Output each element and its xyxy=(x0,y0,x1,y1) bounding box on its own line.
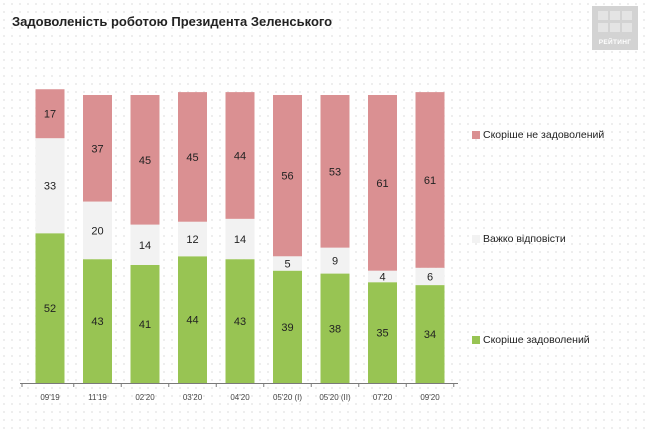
bar-segment-satisfied xyxy=(415,285,445,383)
legend-label-hard-to-say: Важко відповісти xyxy=(483,233,566,245)
rating-logo: РЕЙТИНГ xyxy=(592,6,638,50)
bar-segment-not-satisfied xyxy=(83,95,112,202)
data-label-hard-to-say: 14 xyxy=(139,240,151,252)
bar-segment-satisfied xyxy=(320,273,350,383)
bar-segment-satisfied xyxy=(83,259,112,383)
bar-segment-satisfied xyxy=(273,270,302,383)
bar-segment-not-satisfied xyxy=(35,89,65,139)
bar-segment-hard-to-say xyxy=(83,201,112,260)
data-label-satisfied: 34 xyxy=(424,329,436,341)
bar-segment-not-satisfied xyxy=(368,95,397,271)
data-label-hard-to-say: 14 xyxy=(234,234,246,246)
bar-segment-hard-to-say xyxy=(130,224,160,265)
bar-segment-hard-to-say xyxy=(368,270,397,283)
x-tick-label: 09'20 xyxy=(420,393,440,402)
data-label-not-satisfied: 37 xyxy=(91,143,103,155)
data-label-hard-to-say: 20 xyxy=(91,225,103,237)
x-tick-label: 04'20 xyxy=(230,393,250,402)
bar-segment-satisfied xyxy=(130,264,160,383)
chart-title: Задоволеність роботою Президента Зеленсь… xyxy=(12,14,333,29)
data-label-not-satisfied: 61 xyxy=(376,178,388,190)
legend-swatch-satisfied xyxy=(472,335,480,344)
data-label-satisfied: 43 xyxy=(234,316,246,328)
data-label-not-satisfied: 44 xyxy=(234,150,246,162)
x-tick-label: 07'20 xyxy=(373,393,393,402)
bar-segment-not-satisfied xyxy=(178,92,207,222)
legend-item-not-satisfied: Скоріше не задоволений xyxy=(472,129,604,141)
logo-text: РЕЙТИНГ xyxy=(598,39,632,46)
data-label-hard-to-say: 9 xyxy=(332,256,338,268)
logo-square xyxy=(598,11,608,20)
data-label-not-satisfied: 56 xyxy=(281,171,293,183)
logo-square xyxy=(610,11,620,20)
logo-square xyxy=(598,23,608,32)
bar-segment-hard-to-say xyxy=(273,256,302,271)
bar-segment-satisfied xyxy=(225,259,255,383)
x-tick-label: 02'20 xyxy=(135,393,155,402)
bar-segment-satisfied xyxy=(178,256,207,383)
data-label-not-satisfied: 45 xyxy=(139,155,151,167)
bar-segment-not-satisfied xyxy=(273,95,302,257)
data-label-hard-to-say: 5 xyxy=(284,258,290,270)
data-label-satisfied: 39 xyxy=(281,322,293,334)
data-label-hard-to-say: 12 xyxy=(186,234,198,246)
data-label-satisfied: 52 xyxy=(44,303,56,315)
data-label-satisfied: 35 xyxy=(376,328,388,340)
bar-segment-hard-to-say xyxy=(320,247,350,274)
logo-square xyxy=(622,11,632,20)
data-label-not-satisfied: 53 xyxy=(329,166,341,178)
bar-segment-not-satisfied xyxy=(225,92,255,219)
data-label-not-satisfied: 45 xyxy=(186,152,198,164)
logo-square xyxy=(610,23,620,32)
data-label-hard-to-say: 6 xyxy=(427,271,433,283)
data-label-satisfied: 44 xyxy=(186,315,198,327)
legend-label-satisfied: Скоріше задоволений xyxy=(483,334,590,346)
x-tick-label: 05'20 (II) xyxy=(319,393,351,402)
bar-segment-hard-to-say xyxy=(178,221,207,257)
logo-square xyxy=(622,23,632,32)
bar-segment-hard-to-say xyxy=(35,138,65,234)
legend-item-hard-to-say: Важко відповісти xyxy=(472,233,566,245)
legend-label-not-satisfied: Скоріше не задоволений xyxy=(483,129,605,141)
legend-swatch-not-satisfied xyxy=(472,130,480,139)
bar-segment-not-satisfied xyxy=(415,92,445,268)
x-tick-label: 03'20 xyxy=(183,393,203,402)
bar-segment-not-satisfied xyxy=(320,95,350,248)
bar-segment-not-satisfied xyxy=(130,95,160,225)
data-label-not-satisfied: 61 xyxy=(424,175,436,187)
x-tick-label: 09'19 xyxy=(40,393,60,402)
x-tick-label: 05'20 (I) xyxy=(273,393,302,402)
data-label-hard-to-say: 33 xyxy=(44,181,56,193)
legend-swatch-hard-to-say xyxy=(472,234,480,243)
data-label-satisfied: 43 xyxy=(91,316,103,328)
data-label-satisfied: 38 xyxy=(329,323,341,335)
data-label-not-satisfied: 17 xyxy=(44,109,56,121)
data-label-hard-to-say: 4 xyxy=(379,271,385,283)
data-label-satisfied: 41 xyxy=(139,319,151,331)
legend-item-satisfied: Скоріше задоволений xyxy=(472,334,590,346)
bar-segment-hard-to-say xyxy=(415,267,445,286)
bar-segment-satisfied xyxy=(35,233,65,383)
bar-segment-satisfied xyxy=(368,282,397,383)
bar-segment-hard-to-say xyxy=(225,218,255,260)
x-tick-label: 11'19 xyxy=(88,393,107,402)
